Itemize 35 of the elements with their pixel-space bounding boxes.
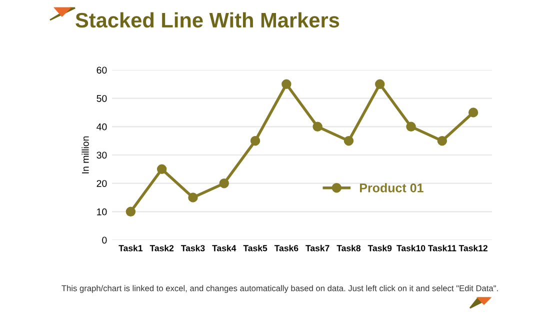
point	[344, 136, 354, 146]
point	[126, 206, 136, 217]
point	[468, 108, 478, 118]
y-tick-label: 30	[96, 152, 107, 159]
y-tick-label: 0	[102, 236, 107, 244]
point	[406, 122, 416, 132]
x-tick-label: Task9	[368, 244, 392, 252]
chart-title: Stacked Line With Markers	[76, 12, 340, 28]
x-tick-label: Task3	[181, 244, 205, 252]
x-tick-label: Task8	[336, 244, 361, 252]
point	[282, 79, 292, 90]
point	[375, 79, 385, 90]
y-tick-label: 20	[96, 180, 107, 187]
y-tick-label: 60	[96, 66, 107, 74]
x-tick-label: Task6	[274, 244, 298, 252]
legend-label: Product 01	[360, 183, 424, 192]
x-tick-label: Task11	[428, 244, 456, 252]
x-tick-label: Task5	[243, 244, 268, 252]
x-tick-label: Task10	[396, 244, 426, 252]
text: This graph/chart is linked to excel, and changes automatically based on data. Just left click on it and select "Edit Data".	[62, 285, 498, 293]
x-tick-label: Task2	[150, 244, 174, 252]
x-tick-label: Task4	[212, 244, 236, 252]
x-tick-label: Task7	[306, 244, 330, 252]
point	[188, 192, 198, 202]
x-tick-label: Task12	[458, 244, 488, 252]
y-tick-label: 10	[97, 208, 107, 216]
y-tick-label: 40	[96, 123, 107, 130]
point	[156, 164, 167, 174]
point	[437, 136, 448, 146]
y-axis-title: In million	[82, 136, 89, 174]
point	[312, 122, 322, 132]
point	[219, 178, 229, 188]
x-tick-label: Task1	[118, 244, 143, 252]
y-tick-label: 50	[96, 95, 107, 102]
point	[250, 136, 260, 146]
